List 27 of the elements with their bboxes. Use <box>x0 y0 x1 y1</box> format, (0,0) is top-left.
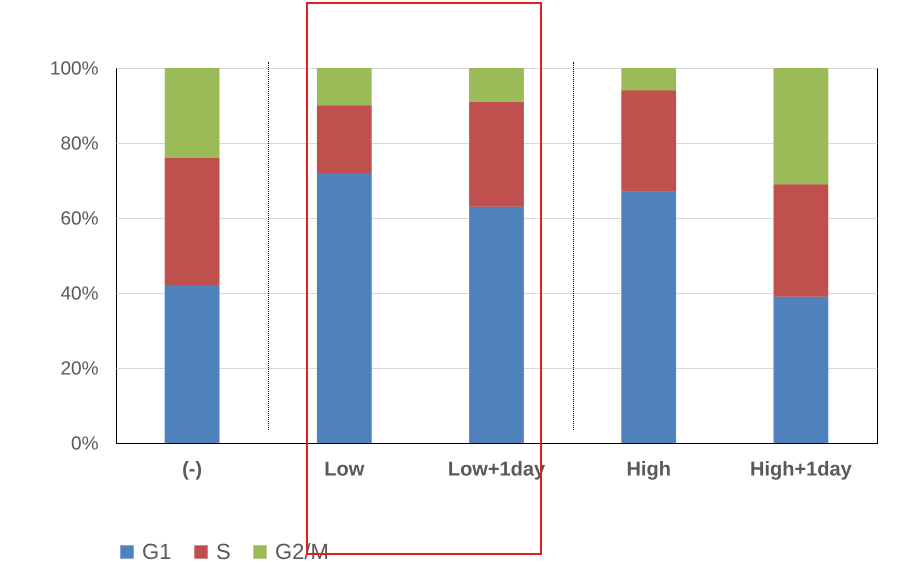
bar <box>621 68 676 90</box>
bar <box>316 173 372 443</box>
x-tick-label: (-) <box>182 458 202 480</box>
y-tick-label: 100% <box>50 58 99 80</box>
x-tick-label: High+1day <box>750 458 853 480</box>
x-tick-label: High <box>626 458 671 480</box>
bar <box>469 206 524 443</box>
bar <box>316 68 372 106</box>
bar <box>774 68 828 184</box>
legend-label: G1 <box>142 539 172 564</box>
y-tick-label: 80% <box>60 134 99 154</box>
bar <box>164 68 220 158</box>
bar <box>774 184 828 297</box>
bar <box>164 286 220 443</box>
bar <box>774 296 828 443</box>
y-tick-label: 0% <box>71 434 99 454</box>
y-tick-label: 60% <box>60 208 99 230</box>
bar <box>621 90 676 192</box>
y-tick-label: 40% <box>60 284 99 304</box>
x-tick-label: Low <box>324 458 365 480</box>
bar <box>621 192 676 443</box>
bar <box>469 102 524 207</box>
bar <box>316 106 372 173</box>
y-tick-label: 20% <box>60 358 99 380</box>
legend-label: S <box>216 539 231 564</box>
bar <box>164 158 220 286</box>
bar <box>469 68 524 102</box>
